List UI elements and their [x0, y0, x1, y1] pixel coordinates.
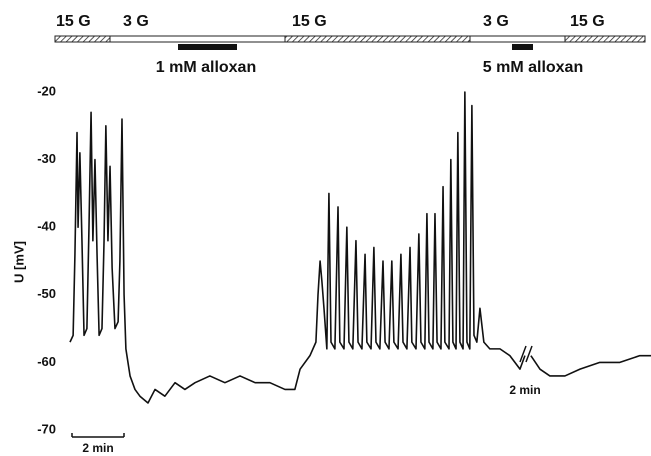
y-tick-label: -20	[37, 83, 56, 98]
condition-label: 3 G	[123, 13, 149, 30]
treatment-label: 5 mM alloxan	[483, 59, 583, 76]
y-tick-label: -70	[37, 421, 56, 436]
break-label: 2 min	[509, 383, 540, 397]
y-tick-label: -30	[37, 151, 56, 166]
y-axis-label: U [mV]	[11, 241, 26, 283]
scale-bar	[71, 433, 125, 438]
treatment-label: 1 mM alloxan	[156, 59, 256, 76]
condition-label: 3 G	[483, 13, 509, 30]
condition-label: 15 G	[570, 13, 605, 30]
condition-label: 15 G	[56, 13, 91, 30]
y-tick-label: -60	[37, 354, 56, 369]
y-tick-label: -50	[37, 286, 56, 301]
scale-bar-label: 2 min	[82, 441, 113, 455]
protocol-bar	[54, 35, 646, 50]
condition-label: 15 G	[292, 13, 327, 30]
voltage-trace	[69, 91, 651, 404]
y-tick-label: -40	[37, 219, 56, 234]
break-mark	[519, 345, 533, 363]
